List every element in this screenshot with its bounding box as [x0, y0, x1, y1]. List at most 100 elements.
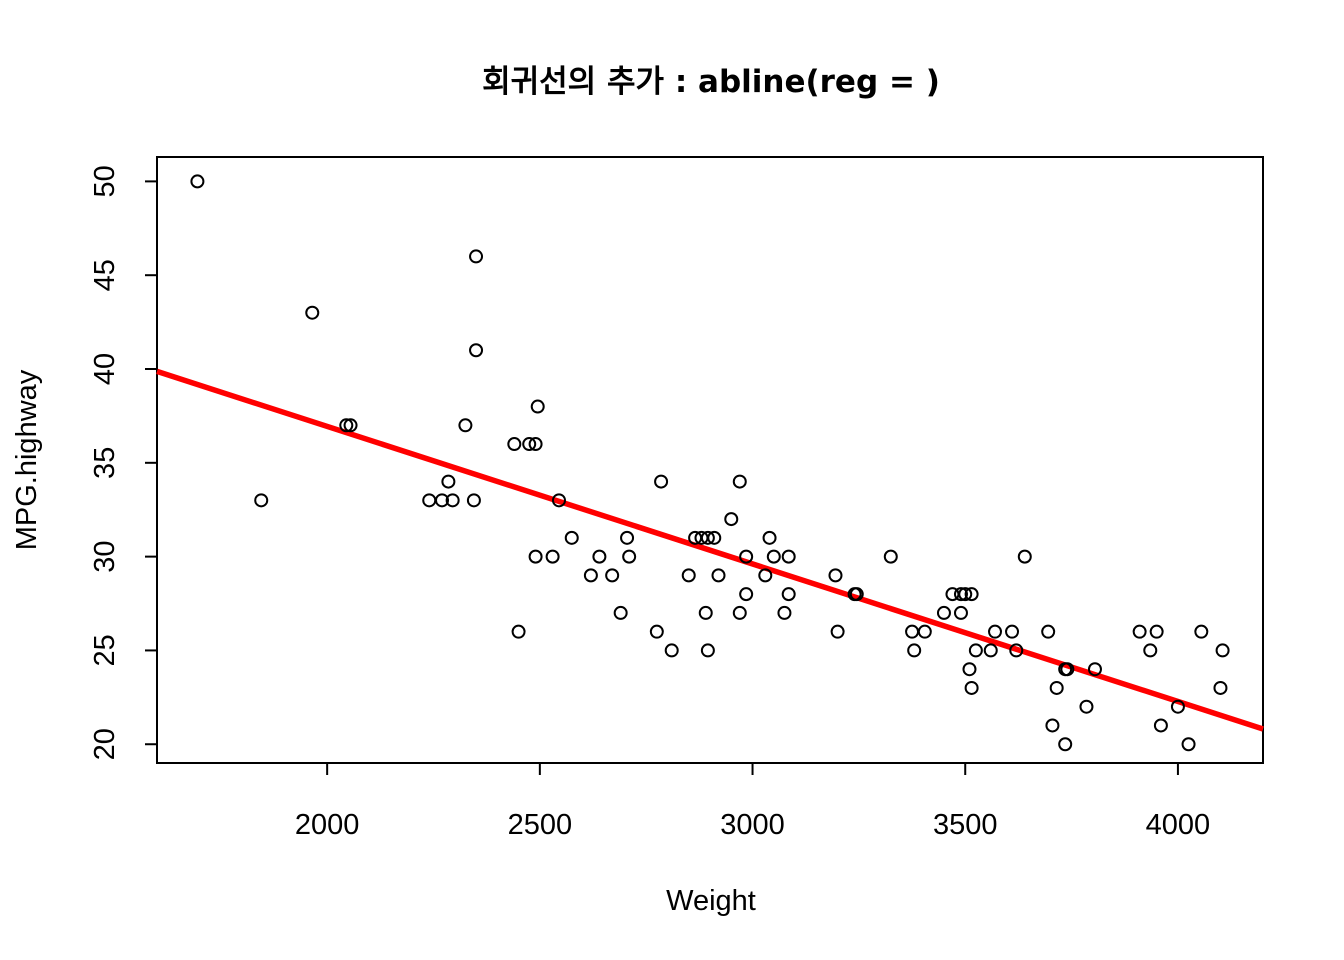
chart-title: 회귀선의 추가 : abline(reg = ) [482, 64, 940, 100]
data-point [664, 643, 679, 658]
data-point [917, 624, 932, 639]
data-point [422, 493, 437, 508]
x-tick-label: 2000 [295, 809, 360, 841]
data-point [254, 493, 269, 508]
data-point [507, 437, 522, 452]
data-point [1058, 737, 1073, 752]
y-tick-label: 45 [89, 259, 121, 291]
regression-line [156, 368, 1264, 732]
data-point [758, 568, 773, 583]
data-point [441, 474, 456, 489]
data-point [1079, 699, 1094, 714]
data-point [545, 549, 560, 564]
data-point [1143, 643, 1158, 658]
x-axis: 2000 2500 3000 3500 4000 [295, 762, 1211, 841]
data-point [528, 549, 543, 564]
data-point [1215, 643, 1230, 658]
data-point [622, 549, 637, 564]
data-point [777, 605, 792, 620]
data-point [190, 174, 205, 189]
data-point [1041, 624, 1056, 639]
points-layer [190, 174, 1230, 752]
data-point [564, 530, 579, 545]
data-point [1017, 549, 1032, 564]
data-point [711, 568, 726, 583]
data-point [445, 493, 460, 508]
data-point [1170, 699, 1185, 714]
data-point [883, 549, 898, 564]
data-point [828, 568, 843, 583]
data-point [700, 643, 715, 658]
data-point [1153, 718, 1168, 733]
data-point [620, 530, 635, 545]
data-point [1087, 662, 1102, 677]
data-point [968, 643, 983, 658]
data-point [1060, 662, 1075, 677]
data-point [1181, 737, 1196, 752]
y-tick-label: 40 [89, 353, 121, 385]
data-point [732, 605, 747, 620]
data-point [849, 587, 864, 602]
data-point [469, 249, 484, 264]
data-point [953, 587, 968, 602]
data-point [681, 568, 696, 583]
data-point [724, 512, 739, 527]
data-point [343, 418, 358, 433]
data-point [551, 493, 566, 508]
data-point [613, 605, 628, 620]
y-axis: 20 25 30 35 40 45 50 [89, 165, 158, 760]
y-tick-label: 35 [89, 447, 121, 479]
data-point [905, 624, 920, 639]
data-point [654, 474, 669, 489]
x-tick-label: 3500 [933, 809, 998, 841]
y-tick-label: 50 [89, 165, 121, 197]
data-point [466, 493, 481, 508]
data-point [528, 437, 543, 452]
x-tick-label: 4000 [1146, 809, 1211, 841]
data-point [962, 662, 977, 677]
data-point [435, 493, 450, 508]
data-point [953, 605, 968, 620]
y-tick-label: 25 [89, 634, 121, 666]
data-point [1213, 680, 1228, 695]
data-point [739, 549, 754, 564]
data-point [766, 549, 781, 564]
data-point [1045, 718, 1060, 733]
x-tick-label: 3000 [720, 809, 785, 841]
data-point [958, 587, 973, 602]
data-point [1009, 643, 1024, 658]
data-point [698, 605, 713, 620]
data-point [781, 549, 796, 564]
y-tick-label: 20 [89, 728, 121, 760]
data-point [1132, 624, 1147, 639]
data-point [458, 418, 473, 433]
data-point [907, 643, 922, 658]
data-point [530, 399, 545, 414]
data-point [700, 530, 715, 545]
y-axis-label: MPG.highway [11, 369, 43, 550]
regression-line-layer [156, 368, 1264, 732]
data-point [964, 680, 979, 695]
data-point [339, 418, 354, 433]
data-point [732, 474, 747, 489]
data-point [707, 530, 722, 545]
data-point [522, 437, 537, 452]
data-point [605, 568, 620, 583]
data-point [983, 643, 998, 658]
data-point [936, 605, 951, 620]
data-point [739, 587, 754, 602]
data-point [781, 587, 796, 602]
data-point [1194, 624, 1209, 639]
data-point [469, 343, 484, 358]
data-point [592, 549, 607, 564]
data-point [830, 624, 845, 639]
data-point [1005, 624, 1020, 639]
data-point [649, 624, 664, 639]
data-point [583, 568, 598, 583]
data-point [511, 624, 526, 639]
data-point [964, 587, 979, 602]
data-point [762, 530, 777, 545]
data-point [305, 305, 320, 320]
data-point [1149, 624, 1164, 639]
